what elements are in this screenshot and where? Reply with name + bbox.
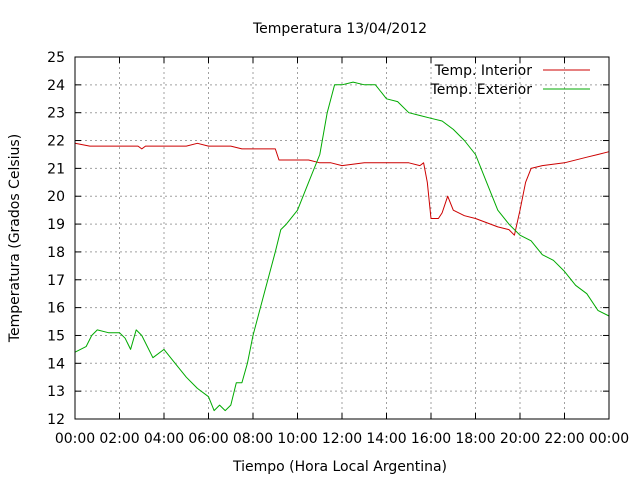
y-tick-label: 23 [47,106,65,122]
x-tick-label: 08:00 [233,431,273,447]
y-axis-label: Temperatura (Grados Celsius) [7,134,23,343]
x-tick-label: 00:00 [55,431,95,447]
x-tick-label: 14:00 [366,431,406,447]
legend: Temp. Interior Temp. Exterior [430,63,590,98]
y-tick-label: 18 [47,245,65,261]
legend-label-exterior: Temp. Exterior [430,82,533,98]
chart-title: Temperatura 13/04/2012 [252,21,427,37]
x-tick-label: 02:00 [99,431,139,447]
x-tick-label: 22:00 [544,431,584,447]
y-tick-label: 14 [47,356,65,372]
y-tick-label: 21 [47,161,65,177]
legend-label-interior: Temp. Interior [434,63,533,79]
series-line-interior [74,142,610,236]
y-tick-label: 24 [47,78,65,94]
x-axis-label: Tiempo (Hora Local Argentina) [232,459,447,475]
y-tick-label: 25 [47,50,65,66]
series-layer [74,81,610,412]
grid-lines [75,57,609,419]
x-tick-label: 20:00 [500,431,540,447]
y-tick-label: 19 [47,217,65,233]
x-tick-label: 16:00 [411,431,451,447]
y-tick-label: 15 [47,328,65,344]
y-tick-label: 13 [47,384,65,400]
y-tick-label: 12 [47,412,65,428]
x-tick-label: 18:00 [455,431,495,447]
y-tick-label: 22 [47,134,65,150]
y-tick-label: 16 [47,301,65,317]
x-tick-label: 00:00 [589,431,629,447]
series-line-exterior [74,81,610,412]
x-tick-label: 04:00 [144,431,184,447]
x-tick-label: 10:00 [277,431,317,447]
axis-ticks: 00:00 02:00 04:00 06:00 08:00 10:00 12:00 14:00… [47,50,629,447]
x-tick-label: 12:00 [322,431,362,447]
y-tick-label: 20 [47,189,65,205]
y-tick-label: 17 [47,273,65,289]
x-tick-label: 06:00 [188,431,228,447]
